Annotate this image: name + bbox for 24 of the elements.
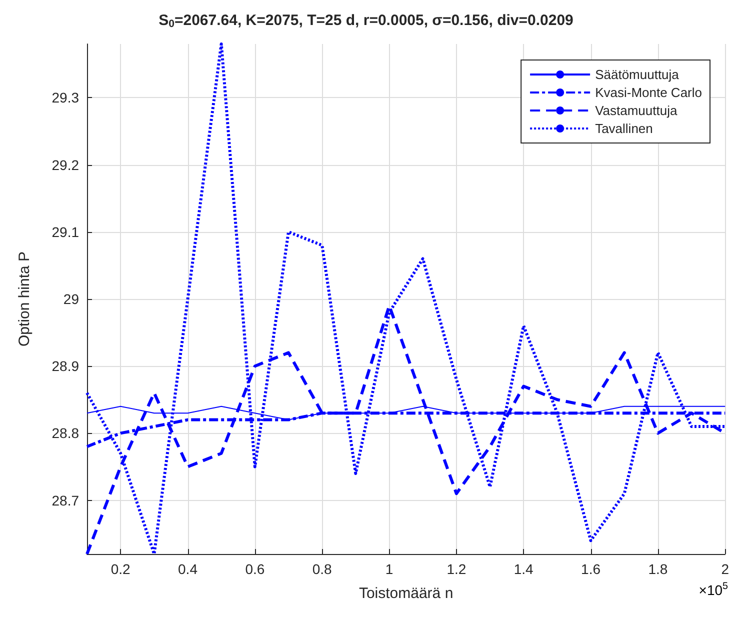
x-tick-label: 0.4 (178, 561, 198, 577)
x-tick-label: 0.8 (312, 561, 332, 577)
x-tick-label: 1 (385, 561, 394, 577)
x-axis-title: Toistomäärä n (358, 585, 454, 602)
legend-label: Vastamuuttuja (595, 103, 678, 118)
x-tick-label: 0.2 (110, 561, 131, 577)
y-tick-label: 29.2 (52, 156, 80, 173)
legend-label: Säätömuuttuja (595, 67, 680, 82)
legend-label: Kvasi-Monte Carlo (595, 85, 702, 100)
line-series (86, 42, 727, 556)
y-tick-label: 29.1 (52, 224, 80, 240)
legend-label: Tavallinen (595, 121, 653, 136)
y-tick-label: 29 (63, 291, 80, 307)
x-tick-label: 1.4 (514, 561, 534, 577)
x-tick-label: 2 (721, 561, 730, 577)
x-tick-label: 1.6 (581, 561, 601, 577)
y-axis-title: Option hinta P (16, 251, 33, 347)
y-tick-label: 28.7 (52, 492, 80, 508)
x-tick-label: 1.2 (446, 561, 466, 577)
y-tick-label: 29.3 (52, 90, 80, 106)
x-tick-label: 1.8 (648, 561, 668, 577)
y-tick-label: 28.8 (52, 425, 80, 442)
y-tick-label: 28.9 (52, 358, 80, 374)
x-tick-label: 0.6 (245, 561, 265, 577)
